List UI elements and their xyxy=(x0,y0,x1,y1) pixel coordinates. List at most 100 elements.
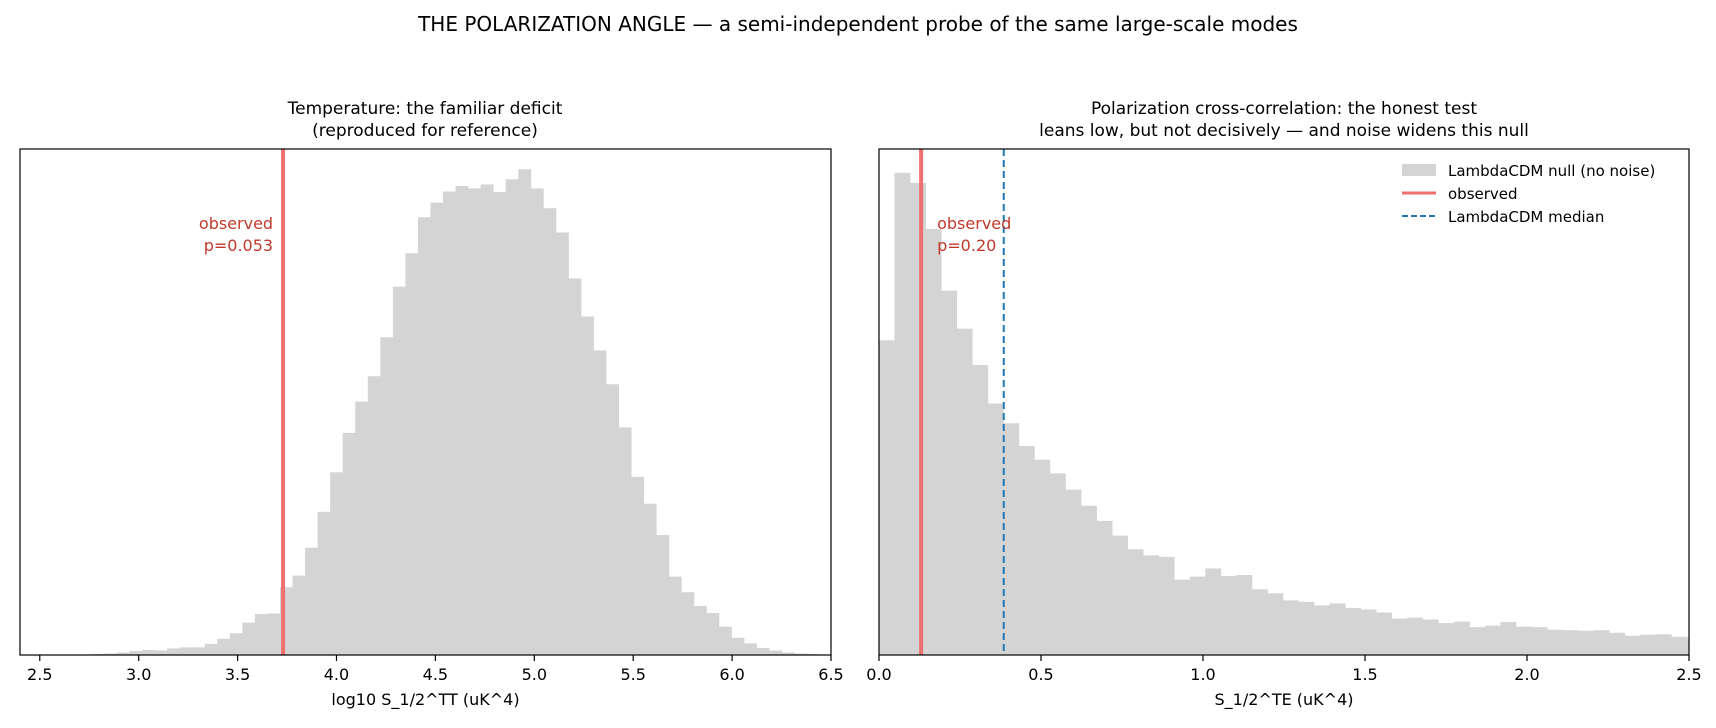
histogram-bar xyxy=(1049,473,1066,655)
temperature-x-axis-label: log10 S_1/2^TT (uK^4) xyxy=(331,690,519,710)
histogram-bar xyxy=(1624,635,1641,655)
histogram-bar xyxy=(1531,627,1548,655)
histogram-bar xyxy=(330,472,344,655)
x-tick-label: 5.5 xyxy=(620,665,645,684)
histogram-bar xyxy=(1298,601,1315,655)
histogram-bar xyxy=(1484,625,1501,655)
histogram-bar xyxy=(1143,555,1160,655)
histogram-bar xyxy=(1609,632,1626,655)
histogram-bar xyxy=(1034,459,1051,655)
histogram-bar xyxy=(443,191,456,655)
histogram-bar xyxy=(925,228,942,655)
x-tick-label: 2.5 xyxy=(27,665,52,684)
x-tick-label: 3.0 xyxy=(126,665,151,684)
histogram-bar xyxy=(1018,446,1035,655)
histogram-bar xyxy=(1345,607,1362,655)
histogram-bar xyxy=(972,365,989,655)
histogram-bar xyxy=(518,169,532,656)
histogram-bar xyxy=(1547,629,1563,655)
histogram-bar xyxy=(204,643,218,655)
histogram-bar xyxy=(1515,626,1532,655)
histogram-bar xyxy=(317,511,331,655)
polarization-x-axis-label: S_1/2^TE (uK^4) xyxy=(1215,690,1354,710)
histogram-bar xyxy=(1593,630,1610,655)
legend-swatch-null xyxy=(1402,164,1436,176)
temperature-panel: Temperature: the familiar deficit (repro… xyxy=(19,99,844,710)
histogram-bar xyxy=(941,290,958,655)
histogram-bar xyxy=(794,653,808,655)
histogram-bar xyxy=(1469,627,1486,655)
histogram-bar xyxy=(292,575,306,655)
temperature-title-line-1: Temperature: the familiar deficit xyxy=(287,99,563,119)
histogram-bar xyxy=(254,614,268,655)
histogram-bar xyxy=(267,613,281,655)
histogram-bar xyxy=(668,576,682,655)
histogram-bar xyxy=(693,605,707,655)
histogram-bar xyxy=(305,547,319,655)
histogram-bar xyxy=(580,316,594,655)
histogram-bar xyxy=(1065,489,1082,655)
histogram-bar xyxy=(1438,623,1455,655)
histogram-bar xyxy=(1500,622,1517,655)
legend-label-observed: observed xyxy=(1448,185,1518,203)
histogram-bar xyxy=(530,188,544,655)
histogram-bar xyxy=(129,650,143,655)
histogram-bar xyxy=(468,188,482,655)
histogram-bar xyxy=(342,432,356,655)
histogram-bar xyxy=(1671,636,1688,655)
temperature-title-line-2: (reproduced for reference) xyxy=(312,121,538,141)
histogram-bar xyxy=(192,647,206,655)
x-tick-label: 2.0 xyxy=(1514,665,1539,684)
histogram-bar xyxy=(1174,579,1191,655)
polarization-reference-lines xyxy=(919,149,1005,655)
histogram-bar xyxy=(493,192,507,655)
legend-label-null: LambdaCDM null (no noise) xyxy=(1448,162,1655,180)
histogram-bar xyxy=(756,647,770,655)
histogram-bar xyxy=(1282,600,1299,655)
histogram-bar xyxy=(1127,549,1144,655)
histogram-bar xyxy=(606,384,619,655)
histogram-bar xyxy=(405,253,419,655)
histogram-bar xyxy=(367,376,381,655)
histogram-bar xyxy=(543,208,557,655)
histogram-bar xyxy=(1236,575,1253,655)
histogram-bar xyxy=(1407,617,1424,655)
histogram-bar xyxy=(1220,576,1237,655)
temperature-observed-label: observed xyxy=(199,214,273,233)
x-tick-label: 0.5 xyxy=(1028,665,1053,684)
histogram-bar xyxy=(656,535,670,655)
x-tick-label: 1.0 xyxy=(1190,665,1215,684)
polarization-observed-label: observed xyxy=(937,214,1011,233)
histogram-bar xyxy=(417,217,431,655)
histogram-bar xyxy=(1003,423,1020,655)
histogram-bar xyxy=(1453,621,1470,655)
histogram-bar xyxy=(380,337,394,655)
histogram-bar xyxy=(116,652,130,655)
histogram-bar xyxy=(392,286,406,655)
temperature-observed-p-value: p=0.053 xyxy=(204,236,273,255)
histogram-bar xyxy=(555,232,569,656)
histogram-bar xyxy=(1686,637,1690,655)
histogram-bar xyxy=(1562,630,1579,655)
histogram-bar xyxy=(987,403,1004,655)
histogram-bar xyxy=(430,202,444,656)
histogram-bar xyxy=(769,650,783,655)
x-tick-label: 6.0 xyxy=(719,665,744,684)
histogram-bar xyxy=(455,185,469,656)
histogram-bar xyxy=(1205,568,1222,655)
x-tick-label: 6.5 xyxy=(818,665,843,684)
histogram-bar xyxy=(1329,603,1346,655)
histogram-bar xyxy=(217,638,231,655)
histogram-bar xyxy=(706,613,720,655)
histogram-bar xyxy=(242,622,256,655)
histogram-bar xyxy=(956,328,973,655)
histogram-bar xyxy=(1112,535,1128,655)
histogram-bar xyxy=(355,401,369,655)
histogram-bar xyxy=(568,278,582,655)
histogram-bar xyxy=(631,476,645,655)
x-tick-label: 0.0 xyxy=(866,665,891,684)
histogram-bar xyxy=(1360,609,1377,655)
histogram-bar xyxy=(1189,576,1206,655)
histogram-bar xyxy=(1251,589,1268,655)
temperature-histogram xyxy=(79,169,832,656)
